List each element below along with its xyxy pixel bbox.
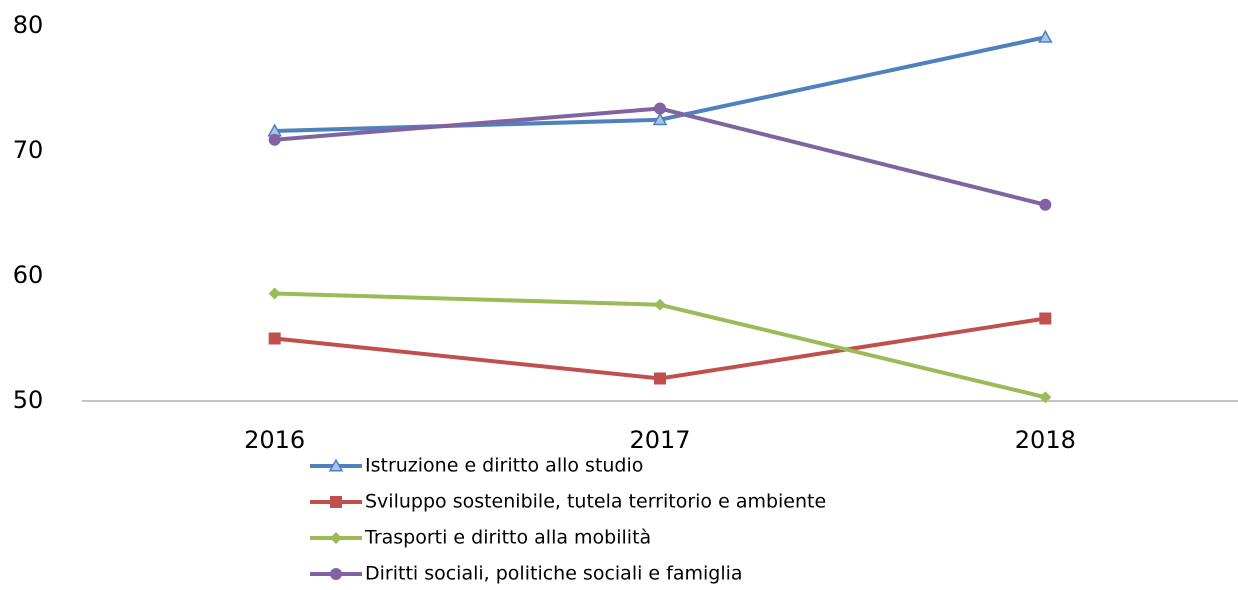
marker xyxy=(328,458,344,472)
marker xyxy=(268,287,281,300)
marker xyxy=(654,298,666,311)
x-tick-label: 2016 xyxy=(244,426,305,454)
legend-label: Istruzione e diritto allo studio xyxy=(365,455,643,477)
y-tick-label: 70 xyxy=(13,136,44,164)
marker xyxy=(652,112,668,126)
marker xyxy=(268,332,281,345)
x-tick-label: 2018 xyxy=(1015,426,1076,454)
marker xyxy=(1039,391,1052,404)
legend-label: Trasporti e diritto alla mobilità xyxy=(364,527,651,549)
legend-label: Sviluppo sostenibile, tutela territorio … xyxy=(365,491,826,513)
marker xyxy=(330,496,342,508)
marker xyxy=(1039,198,1052,211)
marker xyxy=(330,532,342,544)
marker xyxy=(654,102,666,115)
marker xyxy=(1038,29,1053,43)
y-tick-label: 60 xyxy=(13,261,44,289)
x-tick-label: 2017 xyxy=(629,426,690,454)
marker xyxy=(1039,312,1052,325)
y-tick-label: 80 xyxy=(13,11,44,39)
y-tick-label: 50 xyxy=(13,386,44,414)
marker xyxy=(654,372,666,385)
legend-label: Diritti sociali, politiche sociali e fam… xyxy=(365,563,743,585)
marker xyxy=(330,568,342,580)
marker xyxy=(268,133,281,146)
